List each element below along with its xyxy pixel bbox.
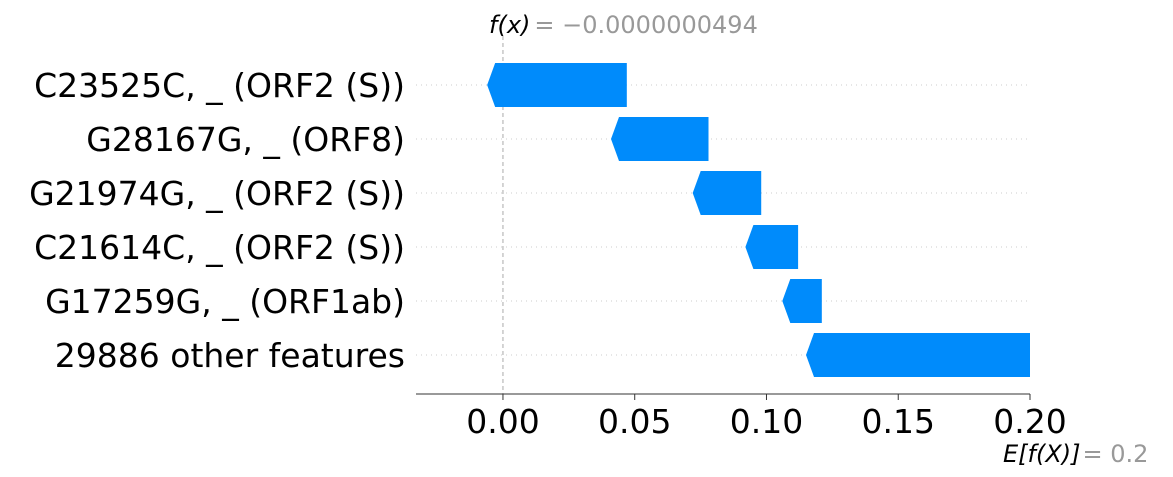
waterfall-bar: [745, 225, 799, 269]
waterfall-bar: [692, 171, 762, 215]
waterfall-bar: [806, 333, 1030, 377]
x-tick-label: 0.05: [598, 402, 671, 441]
efx-title: E[f(X)]= 0.2: [1003, 440, 1148, 468]
bars-group: [487, 63, 1030, 377]
feature-label: G28167G, _ (ORF8): [86, 120, 405, 159]
feature-label: G21974G, _ (ORF2 (S)): [29, 174, 405, 213]
feature-label: C23525C, _ (ORF2 (S)): [34, 66, 405, 105]
x-tick-label: 0.00: [466, 402, 539, 441]
fx-value: = −0.0000000494: [534, 11, 757, 39]
x-tick-label: 0.10: [730, 402, 803, 441]
x-ticks: 0.00 0.05 0.10 0.15 0.20: [466, 394, 1067, 441]
feature-label: G17259G, _ (ORF1ab): [45, 282, 405, 321]
feature-label: C21614C, _ (ORF2 (S)): [34, 228, 405, 267]
feature-label: 29886 other features: [55, 336, 405, 375]
x-tick-label: 0.15: [861, 402, 934, 441]
efx-label: E[f(X)]: [1003, 440, 1081, 468]
row-gridlines: [416, 84, 1030, 356]
waterfall-bar: [487, 63, 627, 107]
fx-title: f(x) = −0.0000000494: [489, 11, 758, 39]
waterfall-bar: [611, 117, 709, 161]
waterfall-bar: [782, 279, 822, 323]
feature-labels: C23525C, _ (ORF2 (S)) G28167G, _ (ORF8) G2…: [29, 66, 405, 375]
x-tick-label: 0.20: [993, 402, 1066, 441]
efx-value: = 0.2: [1083, 440, 1149, 468]
fx-label: f(x): [489, 11, 530, 39]
